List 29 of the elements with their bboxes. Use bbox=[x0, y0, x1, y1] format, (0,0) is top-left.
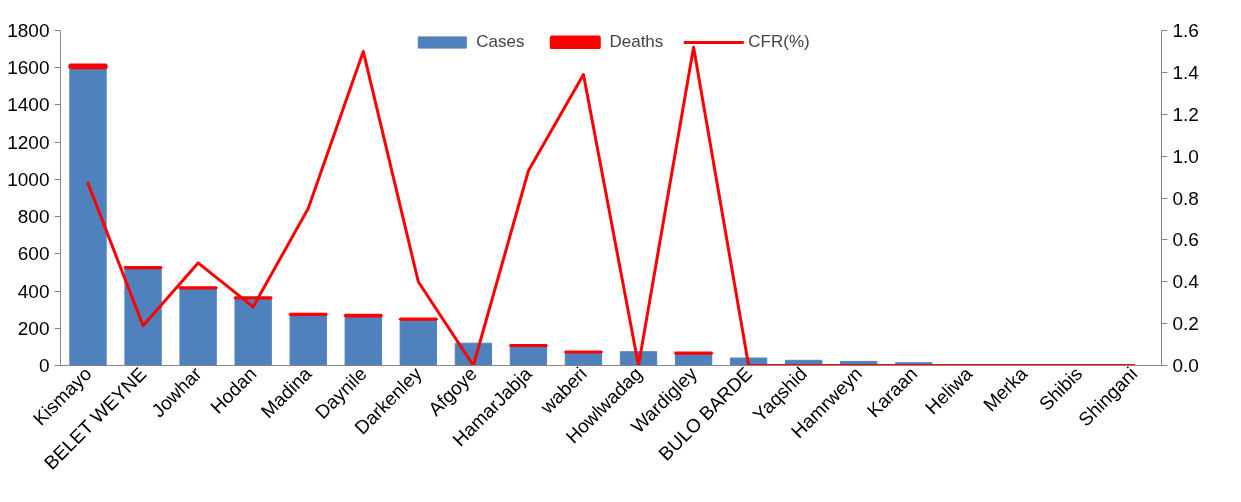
bar bbox=[399, 318, 437, 366]
y-tick-label: 200 bbox=[17, 317, 50, 339]
bar bbox=[344, 315, 382, 366]
y2-tick-label: 0.2 bbox=[1172, 313, 1199, 335]
y-tick-label: 1600 bbox=[7, 57, 50, 79]
y-tick-label: 1800 bbox=[7, 20, 50, 41]
legend-label: Cases bbox=[476, 32, 525, 52]
y2-tick-label: 0.8 bbox=[1172, 187, 1199, 209]
y2-tick-label: 0.6 bbox=[1172, 229, 1199, 251]
y-tick-label: 600 bbox=[17, 243, 50, 265]
legend-label: Deaths bbox=[609, 32, 664, 52]
bar bbox=[289, 314, 327, 366]
bar bbox=[124, 267, 162, 366]
legend-label: CFR(%) bbox=[748, 32, 810, 52]
y2-tick-label: 1.6 bbox=[1172, 20, 1199, 41]
bar bbox=[69, 67, 107, 366]
y2-tick-label: 1.0 bbox=[1172, 145, 1199, 167]
y2-tick-label: 1.4 bbox=[1172, 61, 1200, 83]
y-tick-label: 1200 bbox=[7, 131, 50, 153]
y-tick-label: 1000 bbox=[7, 168, 50, 190]
y2-tick-label: 0.0 bbox=[1172, 355, 1199, 376]
bar bbox=[179, 287, 217, 366]
y-tick-label: 400 bbox=[17, 280, 50, 302]
y-tick-label: 800 bbox=[17, 206, 50, 228]
y2-tick-label: 0.4 bbox=[1172, 271, 1200, 293]
bar bbox=[234, 297, 272, 366]
y-tick-label: 1400 bbox=[7, 94, 50, 116]
y-tick-label: 0 bbox=[38, 355, 50, 376]
y2-tick-label: 1.2 bbox=[1172, 103, 1199, 125]
